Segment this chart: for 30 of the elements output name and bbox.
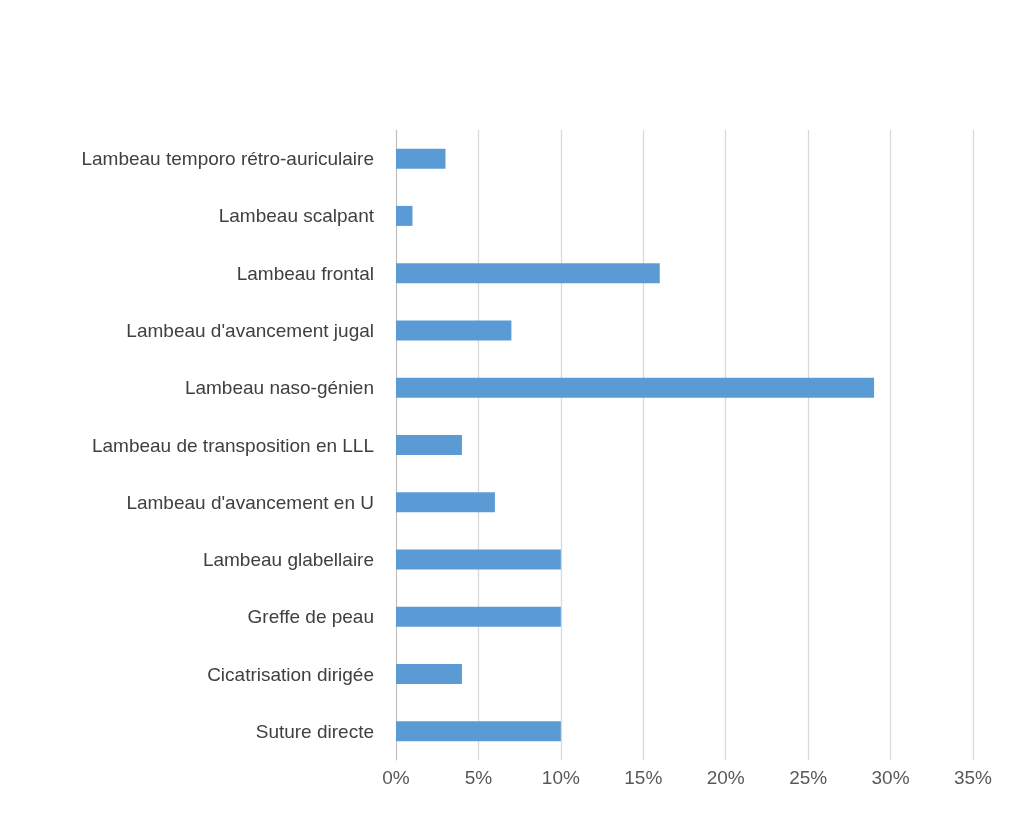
y-tick-label: Lambeau d'avancement en U <box>126 491 374 513</box>
bar <box>396 549 561 570</box>
bar <box>396 492 495 513</box>
bar <box>396 664 462 685</box>
y-tick-label: Lambeau d'avancement jugal <box>126 319 374 341</box>
y-tick-label: Greffe de peau <box>247 606 374 628</box>
bar <box>396 148 446 169</box>
x-tick-label: 30% <box>871 767 910 788</box>
x-tick-label: 5% <box>464 767 493 788</box>
y-tick-label: Lambeau frontal <box>236 262 374 284</box>
x-tick-label: 15% <box>624 767 663 788</box>
x-tick-label: 0% <box>382 767 410 788</box>
y-tick-label: Lambeau de transposition en LLL <box>91 434 374 456</box>
x-tick-label: 20% <box>706 767 745 788</box>
bar <box>396 263 660 284</box>
bar <box>396 320 512 341</box>
bar <box>396 435 462 455</box>
y-tick-label: Lambeau glabellaire <box>202 549 374 571</box>
bar <box>396 721 561 742</box>
bar <box>396 606 561 627</box>
bar <box>396 205 413 226</box>
y-tick-label: Lambeau scalpant <box>218 205 375 227</box>
y-tick-label: Cicatrisation dirigée <box>207 663 374 685</box>
x-tick-label: 35% <box>953 767 993 788</box>
y-tick-label: Suture directe <box>255 720 374 742</box>
x-tick-label: 25% <box>789 767 828 788</box>
y-tick-label: Lambeau temporo rétro-auriculaire <box>81 148 374 170</box>
y-tick-label: Lambeau naso-génien <box>184 377 374 399</box>
bar <box>396 377 875 398</box>
x-tick-label: 10% <box>541 767 580 788</box>
